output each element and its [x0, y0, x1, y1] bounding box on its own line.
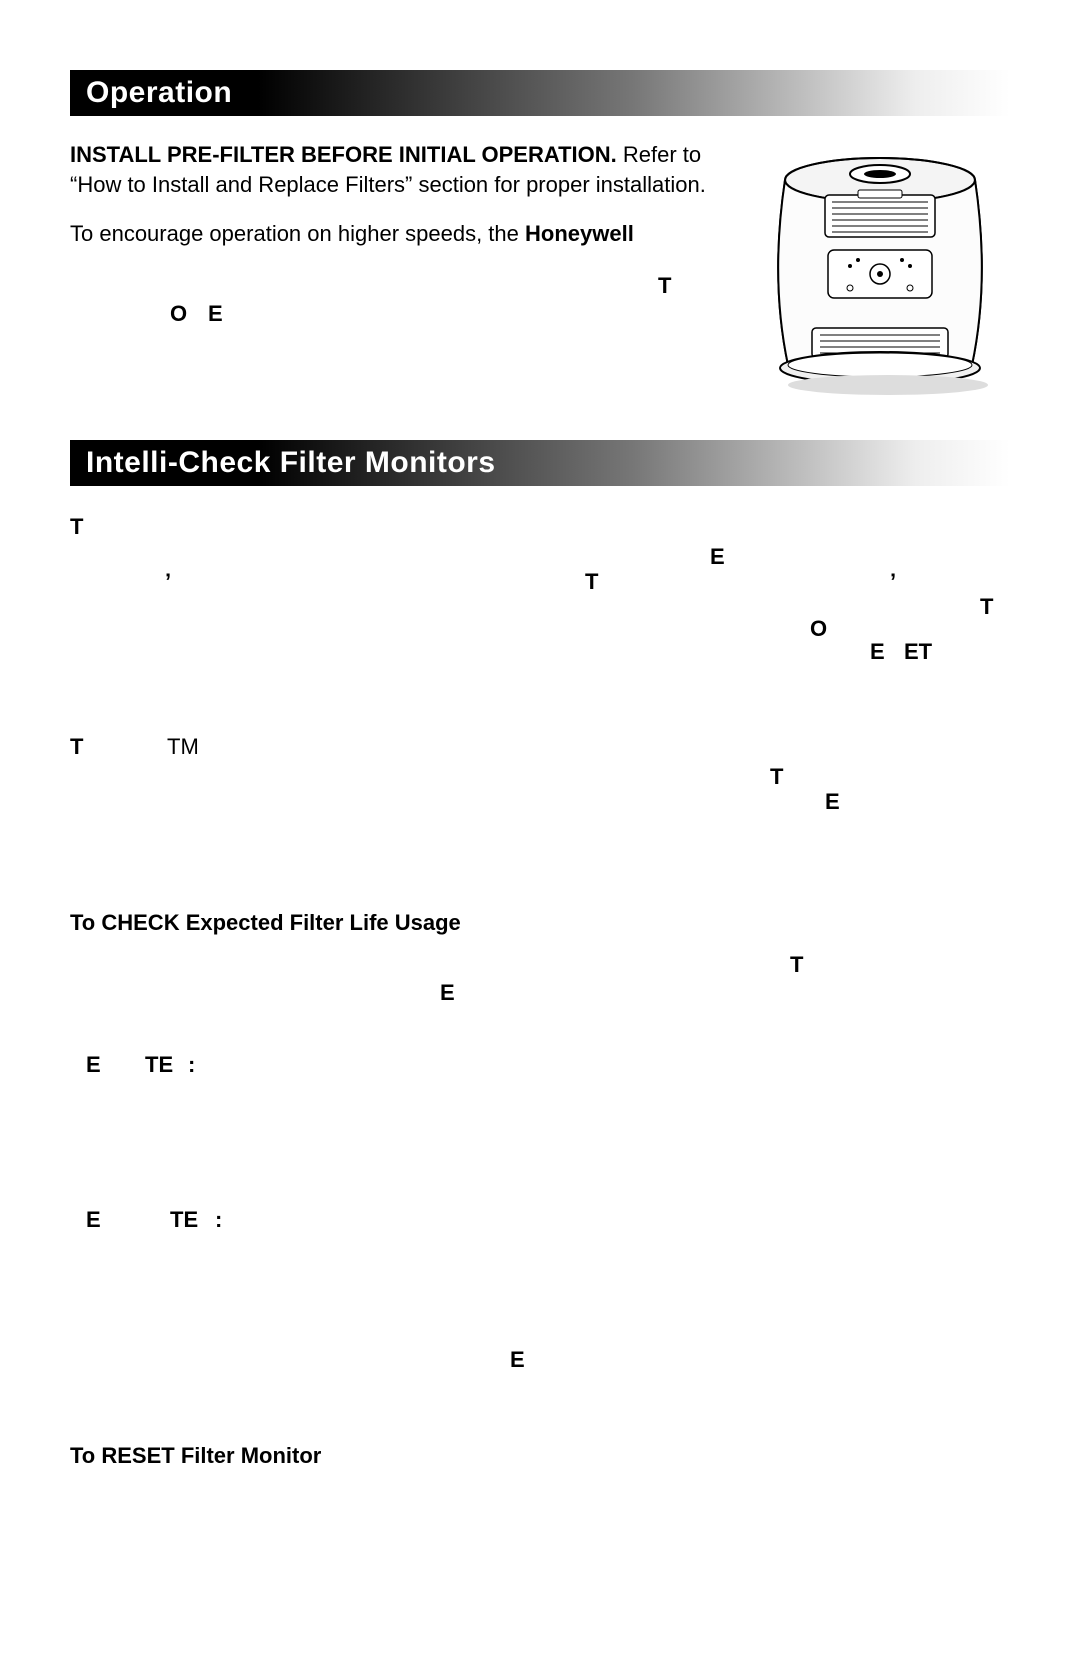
sparse-letter: TE [145, 1048, 173, 1082]
sparse-letter: E [870, 635, 885, 669]
operation-lead-bold: INSTALL PRE-FILTER BEFORE INITIAL OPERAT… [70, 142, 617, 167]
product-illustration [750, 140, 1010, 400]
operation-intro-text: INSTALL PRE-FILTER BEFORE INITIAL OPERAT… [70, 140, 726, 369]
sparse-letter: : [188, 1048, 195, 1082]
sparse-letter: O [170, 297, 187, 331]
section-header-operation: Operation [70, 70, 1010, 116]
sparse-letter: E [825, 785, 840, 819]
subhead-reset-monitor: To RESET Filter Monitor [70, 1443, 1010, 1469]
air-purifier-icon [750, 140, 1010, 400]
sparse-letter: E [710, 540, 725, 574]
sparse-letter: T [790, 948, 803, 982]
sparse-letter: T [980, 590, 993, 624]
section-header-intelli: Intelli-Check Filter Monitors [70, 440, 1010, 486]
section-title-operation: Operation [86, 76, 232, 109]
sparse-letter: T [70, 510, 83, 544]
operation-intro-row: INSTALL PRE-FILTER BEFORE INITIAL OPERAT… [70, 140, 1010, 400]
trademark-symbol: TM [167, 730, 199, 764]
operation-para2-prefix: To encourage operation on higher speeds,… [70, 221, 525, 246]
operation-sparse-letters-1: T OE [70, 269, 726, 349]
sparse-letter: TE [170, 1203, 198, 1237]
sparse-letter: ET [904, 635, 932, 669]
section-title-intelli: Intelli-Check Filter Monitors [86, 446, 496, 479]
sparse-letter: T [585, 565, 598, 599]
sparse-letter: E [440, 976, 455, 1010]
sparse-letter: E [86, 1048, 101, 1082]
operation-para2-brand: Honeywell [525, 221, 634, 246]
sparse-letter: : [215, 1203, 222, 1237]
sparse-letter: E [86, 1203, 101, 1237]
sparse-letter: T [70, 730, 83, 764]
sparse-letter: E [510, 1343, 525, 1377]
sparse-letter: T [658, 269, 671, 303]
sparse-letter: O [810, 612, 827, 646]
sparse-letter: ’ [165, 565, 171, 599]
sparse-letter: E [208, 297, 223, 331]
sparse-letter: ’ [890, 565, 896, 599]
intelli-sparse-letters-4: TE [70, 948, 1010, 1028]
subhead-check-filter-life: To CHECK Expected Filter Life Usage [70, 910, 1010, 936]
sparse-letter: T [770, 760, 783, 794]
document-page: Operation INSTALL PRE-FILTER BEFORE INIT… [0, 0, 1080, 1669]
intelli-sparse-letters-3: TM T T E [70, 730, 1010, 890]
intelli-sparse-letters-6: E TE: [70, 1203, 1010, 1323]
intelli-sparse-letters-7: E [70, 1343, 1010, 1423]
intelli-sparse-letters-5: E TE: [70, 1048, 1010, 1183]
intelli-sparse-letters-2: T E ’ T ’ T O E ET [70, 510, 1010, 710]
